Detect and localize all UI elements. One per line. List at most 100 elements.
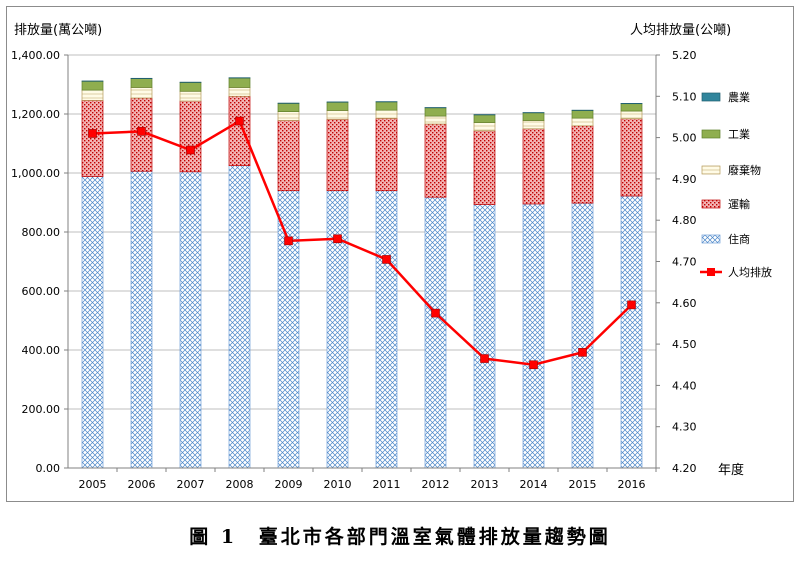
x-tick-label: 2007 <box>177 478 205 491</box>
x-tick-label: 2013 <box>471 478 499 491</box>
bar-工業-2014 <box>522 112 545 121</box>
bar-運輸-2011 <box>375 118 398 192</box>
per-capita-point-2015 <box>578 348 587 357</box>
bar-廢棄物-2009 <box>277 111 300 121</box>
bar-住商-2011 <box>375 190 398 469</box>
legend-line-marker <box>707 268 715 276</box>
per-capita-point-2014 <box>529 360 538 370</box>
bar-運輸-2013 <box>473 130 496 205</box>
legend-swatch-農業 <box>701 92 721 102</box>
bar-廢棄物-2011 <box>375 109 398 119</box>
left-tick-label: 200.00 <box>22 403 61 416</box>
left-tick-label: 800.00 <box>22 226 61 239</box>
per-capita-point-2013 <box>480 354 489 363</box>
bar-住商-2006 <box>130 170 153 469</box>
figure-title: 臺北市各部門溫室氣體排放量趨勢圖 <box>258 526 611 548</box>
bar-運輸-2012 <box>424 123 447 198</box>
x-axis-title: 年度 <box>718 462 744 478</box>
bar-住商-2013 <box>473 204 496 469</box>
per-capita-point-2012 <box>431 308 440 318</box>
bar-廢棄物-2010 <box>326 110 349 120</box>
x-tick-label: 2012 <box>422 478 450 491</box>
left-tick-label: 600.00 <box>22 285 61 298</box>
bar-廢棄物-2016 <box>620 110 643 120</box>
figure-number: 圖 1 <box>189 526 238 548</box>
right-tick-label: 4.50 <box>672 338 697 351</box>
per-capita-point-2007 <box>186 145 195 155</box>
right-tick-label: 5.00 <box>672 132 697 145</box>
x-tick-label: 2008 <box>226 478 254 491</box>
bar-住商-2008 <box>228 165 251 469</box>
bar-工業-2009 <box>277 103 300 112</box>
right-tick-label: 4.80 <box>672 214 697 227</box>
bar-廢棄物-2012 <box>424 115 447 125</box>
bar-廢棄物-2014 <box>522 120 545 130</box>
right-tick-label: 4.90 <box>672 173 697 186</box>
per-capita-point-2006 <box>137 127 146 136</box>
bar-運輸-2007 <box>179 100 202 173</box>
bar-住商-2009 <box>277 190 300 469</box>
bar-工業-2010 <box>326 101 349 111</box>
left-tick-label: 1,200.00 <box>11 108 60 121</box>
left-tick-label: 1,000.00 <box>11 167 60 180</box>
bar-廢棄物-2015 <box>571 117 594 127</box>
right-tick-label: 4.20 <box>672 462 697 475</box>
legend-label-運輸: 運輸 <box>728 197 750 211</box>
per-capita-point-2005 <box>88 129 97 138</box>
bar-運輸-2010 <box>326 118 349 192</box>
bar-工業-2013 <box>473 114 496 123</box>
x-tick-label: 2009 <box>275 478 303 491</box>
legend-label-工業: 工業 <box>728 128 750 141</box>
figure-caption: 圖 1 臺北市各部門溫室氣體排放量趨勢圖 <box>0 522 800 549</box>
x-tick-label: 2006 <box>128 478 156 491</box>
per-capita-point-2010 <box>333 234 342 244</box>
bar-工業-2007 <box>179 82 202 92</box>
bar-廢棄物-2006 <box>130 87 153 99</box>
x-tick-label: 2015 <box>569 478 597 491</box>
bar-運輸-2014 <box>522 128 545 205</box>
right-axis-title: 人均排放量(公噸) <box>630 23 731 38</box>
bar-住商-2005 <box>81 176 104 469</box>
x-tick-label: 2016 <box>618 478 646 491</box>
bar-廢棄物-2007 <box>179 90 202 102</box>
bar-工業-2011 <box>375 101 398 111</box>
legend-label-廢棄物: 廢棄物 <box>728 163 761 177</box>
bar-運輸-2016 <box>620 118 643 197</box>
bar-住商-2010 <box>326 190 349 469</box>
left-tick-label: 0.00 <box>36 462 61 475</box>
legend-swatch-廢棄物 <box>701 165 721 175</box>
bar-廢棄物-2008 <box>228 87 251 97</box>
x-tick-label: 2011 <box>373 478 401 491</box>
x-tick-label: 2014 <box>520 478 548 491</box>
per-capita-point-2016 <box>627 300 636 310</box>
x-tick-label: 2010 <box>324 478 352 491</box>
legend-swatch-工業 <box>701 129 721 139</box>
bar-住商-2016 <box>620 195 643 469</box>
bar-工業-2005 <box>81 80 104 91</box>
right-tick-label: 4.60 <box>672 297 697 310</box>
right-tick-label: 4.30 <box>672 421 697 434</box>
left-tick-label: 400.00 <box>22 344 61 357</box>
right-tick-label: 4.70 <box>672 256 697 269</box>
legend-label-人均排放: 人均排放 <box>728 265 772 279</box>
bar-住商-2012 <box>424 196 447 469</box>
legend-label-農業: 農業 <box>728 90 750 104</box>
per-capita-point-2011 <box>382 255 391 264</box>
per-capita-line <box>92 119 633 367</box>
bar-運輸-2009 <box>277 120 300 192</box>
bar-廢棄物-2005 <box>81 89 104 101</box>
bar-住商-2007 <box>179 171 202 469</box>
bar-廢棄物-2013 <box>473 122 496 132</box>
left-axis-title: 排放量(萬公噸) <box>14 23 102 38</box>
right-tick-label: 5.10 <box>672 90 697 103</box>
bar-工業-2015 <box>571 110 594 119</box>
bar-工業-2006 <box>130 78 153 88</box>
legend-label-住商: 住商 <box>728 232 750 246</box>
bar-運輸-2008 <box>228 95 251 166</box>
bar-運輸-2005 <box>81 100 104 177</box>
legend-swatch-住商 <box>701 234 721 244</box>
bar-運輸-2015 <box>571 125 594 204</box>
per-capita-point-2008 <box>235 116 244 126</box>
legend-swatch-運輸 <box>701 199 721 209</box>
bar-工業-2008 <box>228 77 251 88</box>
